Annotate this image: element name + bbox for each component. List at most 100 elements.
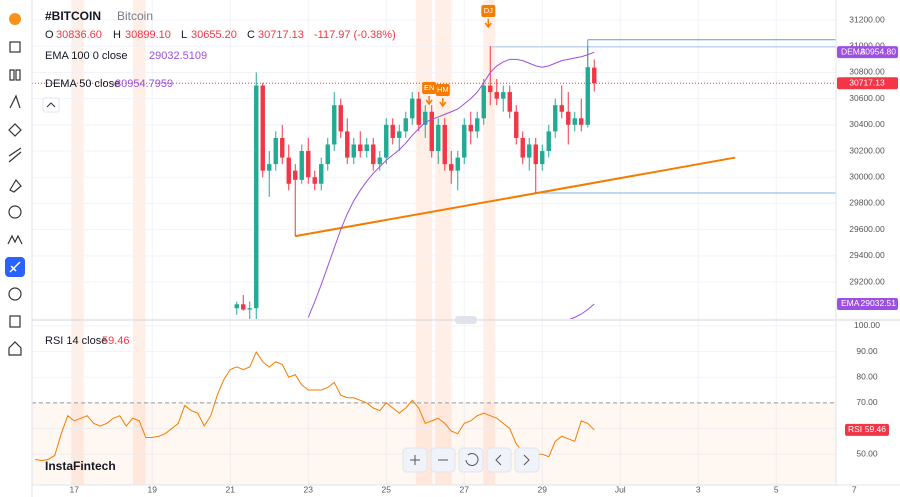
series-badge-value: 30954.80 [861,46,897,56]
tool-icon[interactable] [9,178,22,193]
indicator-line [569,303,595,319]
tool-icon[interactable] [15,69,21,81]
nav-buttons [402,447,540,473]
tool-icon[interactable] [9,41,21,53]
rsi-label: RSI 14 close [45,335,107,347]
candle-body [312,177,317,184]
x-tick-label: 5 [774,484,779,494]
candle-body [514,111,519,138]
event-arrow [484,19,492,29]
candle-body [377,157,382,165]
event-label: HM [437,85,449,94]
trend-line [295,156,736,238]
candle-body [371,144,376,165]
candle-body [559,105,564,112]
x-tick-label: 21 [226,484,236,494]
candle-body [494,92,499,99]
candle-body [293,170,298,180]
scroll-left-button[interactable] [486,447,512,473]
y-tick-label: 29800.00 [849,198,885,208]
reset-button[interactable] [458,447,484,473]
x-tick-label: 17 [70,484,80,494]
candle-body [533,144,538,165]
price-pane [32,39,836,319]
candle-body [234,304,239,309]
candle-body [267,164,272,171]
indicator-line [307,51,595,318]
indicator-label: EMA 100 0 close [45,50,128,62]
symbol-icon[interactable] [9,13,21,25]
candle-body [579,118,584,125]
event-band [133,0,146,485]
scroll-right-button[interactable] [514,447,540,473]
rsi-value: 59.46 [102,335,130,347]
tool-icon[interactable] [8,341,22,356]
change: -117.97 (-0.38%) [314,29,396,41]
symbol-name: Bitcoin [117,9,153,23]
zoom-in-icon [410,455,420,465]
candle-body [403,118,408,132]
x-tick-label: 7 [852,484,857,494]
x-tick-label: 23 [304,484,314,494]
tool-icon[interactable] [8,287,22,301]
series-badge [837,46,898,59]
tool-icon[interactable] [9,69,15,81]
ohlc-key: O [45,29,54,41]
y-tick-label: 31000.00 [849,40,885,50]
rsi-badge-value: 59.46 [865,424,887,434]
candle-body [429,111,434,152]
scroll-right-icon [523,454,530,466]
candle-body [488,85,493,93]
candle-body [566,111,571,125]
candle-body [546,131,551,152]
rsi-line [35,351,595,462]
candle-body [585,67,590,125]
collapse-button[interactable] [42,97,60,113]
watermark: InstaFintech [45,459,116,473]
pane-grip[interactable] [455,316,477,324]
candle-body [286,157,291,184]
ohlc-value: 30717.13 [258,29,304,41]
candle-body [553,105,558,132]
y-tick-label: 80.00 [856,371,878,381]
overlay: 29200.00 29400.00 29600.00 29800.00 30000.00… [70,5,898,494]
tool-icon[interactable] [9,315,21,328]
tool-icon[interactable] [8,147,22,163]
x-tick-label: 19 [148,484,158,494]
candle-body [540,151,545,165]
candle-body [358,144,363,152]
candle-body [501,92,506,99]
candle-body [416,98,421,125]
candle-body [455,157,460,171]
candle-body [436,124,441,152]
y-tick-label: 70.00 [856,397,878,407]
rsi-pane [32,351,836,485]
ohlc-value: 30836.60 [56,29,102,41]
candle-body [481,85,486,119]
event-badge [422,82,437,94]
candle-body [260,85,265,171]
rsi-zone [32,402,836,485]
tool-icon[interactable] [7,234,23,245]
candle-body [468,124,473,132]
event-band [483,0,496,485]
candle-body [449,164,454,171]
x-tick-label: Jul [615,484,626,494]
y-tick-label: 30600.00 [849,93,885,103]
tool-icon[interactable] [9,94,21,109]
y-tick-label: 31200.00 [849,14,885,24]
toolbar [0,0,33,497]
candle-body [410,98,415,119]
series-badge-name: EMA [841,298,860,308]
tool-icon[interactable] [8,123,22,137]
y-tick-label: 29200.00 [849,276,885,286]
rsi-badge [845,423,889,436]
event-badge [481,5,496,17]
y-tick-label: 90.00 [856,346,878,356]
candle-body [319,164,324,184]
series-badge-name: DEMA [841,46,866,56]
toolbar-bg [0,0,32,497]
candle-body [325,144,330,165]
tool-icon[interactable] [8,205,22,219]
